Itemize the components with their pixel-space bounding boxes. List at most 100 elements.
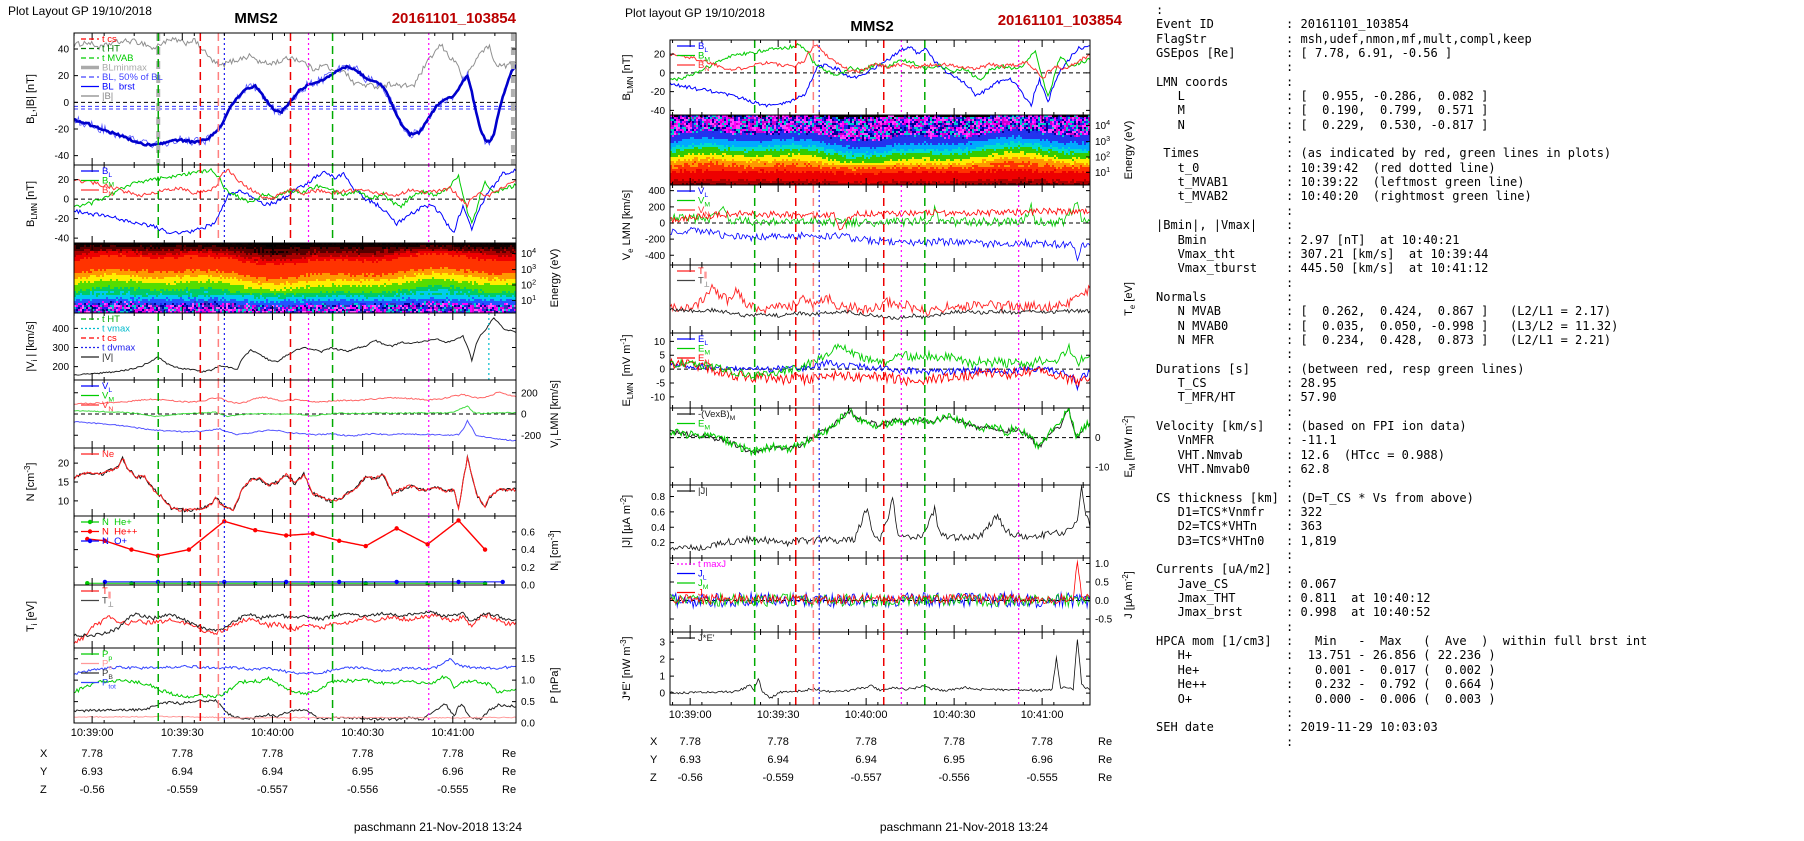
- info-panel: : Event ID : 20161101_103854 FlagStr : msh…: [1156, 3, 1647, 749]
- info-line: :: [1156, 734, 1294, 749]
- coord-value: -0.557: [256, 784, 289, 796]
- info-line: L : [ 0.955, -0.286, 0.082 ]: [1156, 89, 1489, 104]
- info-line: LMN coords :: [1156, 74, 1294, 89]
- info-line: VnMFR : -11.1: [1156, 433, 1337, 448]
- info-line: Bmin : 2.97 [nT] at 10:40:21: [1156, 232, 1460, 247]
- coord-axis-label: X: [40, 748, 48, 760]
- coord-value: 7.78: [261, 748, 284, 760]
- info-line: Vmax_tburst : 445.50 [km/s] at 10:41:12: [1156, 261, 1489, 276]
- coord-axis-label: Z: [650, 772, 657, 784]
- time-tick-label: 10:39:30: [756, 709, 800, 721]
- info-line: :: [1156, 3, 1164, 17]
- coord-axis-label: Y: [40, 766, 48, 778]
- info-line: t_0 : 10:39:42 (red dotted line): [1156, 160, 1496, 175]
- coord-value: -0.556: [938, 772, 970, 784]
- middle-event-id: 20161101_103854: [997, 12, 1122, 29]
- info-line: :: [1156, 347, 1294, 362]
- info-line: N MFR : [ 0.234, 0.428, 0.873 ] (L2/L1 =…: [1156, 332, 1612, 347]
- coord-value: -0.559: [166, 784, 198, 796]
- coord-unit: Re: [502, 766, 517, 778]
- left-plot-title: MMS2: [234, 10, 278, 27]
- info-line: VHT.Nmvab : 12.6 (HTcc = 0.988): [1156, 447, 1445, 462]
- coord-value: -0.555: [437, 784, 469, 796]
- coord-value: 6.96: [442, 766, 464, 778]
- info-line: Durations [s] : (between red, resp green…: [1156, 361, 1525, 376]
- info-line: t_MVAB1 : 10:39:22 (leftmost green line): [1156, 175, 1525, 190]
- info-line: N MVAB : [ 0.262, 0.424, 0.867 ] (L2/L1 …: [1156, 304, 1612, 319]
- info-line: T_MFR/HT : 57.90: [1156, 390, 1337, 405]
- coord-value: 7.78: [1031, 736, 1053, 748]
- info-line: D2=TCS*VHTn : 363: [1156, 519, 1323, 534]
- time-tick-label: 10:40:30: [341, 727, 385, 739]
- coord-value: 6.94: [855, 754, 877, 766]
- coord-axis-label: Z: [40, 784, 47, 796]
- info-line: Currents [uA/m2] :: [1156, 562, 1294, 577]
- coord-value: 6.94: [171, 766, 193, 778]
- info-line: CS thickness [km] : (D=T_CS * Vs from ab…: [1156, 490, 1474, 505]
- info-line: :: [1156, 705, 1294, 720]
- info-line: :: [1156, 132, 1294, 147]
- coord-value: -0.556: [347, 784, 379, 796]
- coord-value: 7.78: [767, 736, 789, 748]
- coord-value: -0.559: [762, 772, 794, 784]
- coord-value: 7.78: [855, 736, 877, 748]
- info-line: Velocity [km/s] : (based on FPI ion data…: [1156, 418, 1467, 433]
- info-line: T_CS : 28.95: [1156, 375, 1337, 390]
- coord-value: 7.78: [943, 736, 965, 748]
- coord-value: 6.93: [679, 754, 701, 766]
- info-line: N MVAB0 : [ 0.035, 0.050, -0.998 ] (L3/L…: [1156, 318, 1619, 333]
- info-line: :: [1156, 548, 1294, 563]
- info-line: :: [1156, 619, 1294, 634]
- time-tick-label: 10:40:30: [932, 709, 976, 721]
- info-line: :: [1156, 203, 1294, 218]
- info-line: |Bmin|, |Vmax| :: [1156, 218, 1294, 233]
- coord-unit: Re: [1098, 754, 1113, 766]
- info-line: :: [1156, 476, 1294, 491]
- coord-value: 6.95: [943, 754, 965, 766]
- info-line: :: [1156, 60, 1294, 75]
- info-line: O+ : 0.000 - 0.006 ( 0.003 ): [1156, 691, 1496, 706]
- info-line: HPCA mom [1/cm3] : Min - Max ( Ave ) wit…: [1156, 634, 1648, 649]
- middle-plot-canvas: [590, 0, 1150, 841]
- coord-value: 6.94: [261, 766, 284, 778]
- coord-axis-label: Y: [650, 754, 658, 766]
- info-line: N : [ 0.229, 0.530, -0.817 ]: [1156, 117, 1489, 132]
- info-line: SEH date : 2019-11-29 10:03:03: [1156, 720, 1438, 735]
- info-line: M : [ 0.190, 0.799, 0.571 ]: [1156, 103, 1489, 118]
- info-line: D3=TCS*VHTn0 : 1,819: [1156, 533, 1337, 548]
- left-event-id: 20161101_103854: [391, 10, 516, 27]
- left-footer: paschmann 21-Nov-2018 13:24: [353, 820, 522, 834]
- time-tick-label: 10:40:00: [844, 709, 888, 721]
- coord-value: -0.56: [79, 784, 105, 796]
- coord-value: 7.78: [442, 748, 464, 760]
- left-plot-header: Plot Layout GP 19/10/2018: [8, 4, 152, 18]
- info-line: He+ : 0.001 - 0.017 ( 0.002 ): [1156, 662, 1496, 677]
- info-line: Vmax_tht : 307.21 [km/s] at 10:39:44: [1156, 246, 1489, 261]
- coord-value: -0.557: [850, 772, 882, 784]
- middle-plot-header: Plot layout GP 19/10/2018: [625, 6, 765, 20]
- time-tick-label: 10:39:00: [668, 709, 712, 721]
- info-line: D1=TCS*Vnmfr : 322: [1156, 505, 1323, 520]
- coord-value: 7.78: [171, 748, 193, 760]
- info-line: He++ : 0.232 - 0.792 ( 0.664 ): [1156, 677, 1496, 692]
- coord-value: 6.95: [351, 766, 374, 778]
- info-line: :: [1156, 404, 1294, 419]
- time-tick-label: 10:41:00: [1020, 709, 1064, 721]
- time-tick-label: 10:39:00: [70, 727, 114, 739]
- info-line: Jmax_THT : 0.811 at 10:40:12: [1156, 591, 1431, 606]
- coord-value: 6.96: [1031, 754, 1053, 766]
- coord-unit: Re: [502, 748, 517, 760]
- info-line: :: [1156, 275, 1294, 290]
- left-plot-canvas: [0, 0, 570, 841]
- coord-value: -0.555: [1026, 772, 1058, 784]
- coord-value: 6.94: [767, 754, 789, 766]
- coord-unit: Re: [1098, 736, 1113, 748]
- info-line: Event ID : 20161101_103854: [1156, 17, 1409, 32]
- time-tick-label: 10:39:30: [160, 727, 204, 739]
- info-line: FlagStr : msh,udef,nmon,mf,mult,compl,ke…: [1156, 31, 1532, 46]
- coord-value: 7.78: [351, 748, 374, 760]
- info-line: Normals :: [1156, 289, 1294, 304]
- coord-value: 7.78: [81, 748, 103, 760]
- info-line: Times : (as indicated by red, green line…: [1156, 146, 1612, 161]
